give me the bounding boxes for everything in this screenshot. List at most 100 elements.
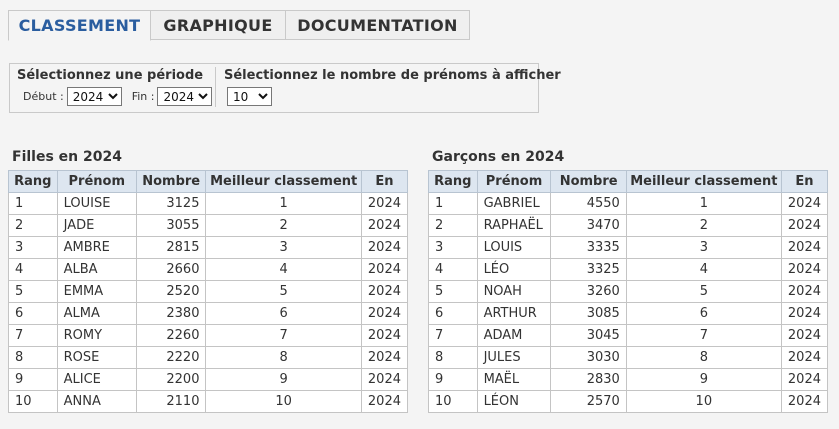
cell-en: 2024	[780, 192, 829, 215]
start-year-select[interactable]: 2024	[66, 87, 122, 106]
cell-meilleur-classement: 7	[625, 324, 782, 347]
cell-prenom: LÉON	[476, 390, 552, 413]
cell-rang: 4	[428, 258, 478, 281]
cell-meilleur-classement: 6	[205, 302, 362, 325]
cell-nombre: 2815	[135, 236, 207, 259]
cell-rang: 4	[8, 258, 58, 281]
cell-nombre: 4550	[550, 192, 627, 215]
table-row: 8 JULES 3030 8 2024	[428, 346, 829, 369]
cell-rang: 2	[8, 214, 58, 237]
end-label: Fin :	[131, 90, 155, 103]
cell-en: 2024	[360, 302, 409, 325]
cell-prenom: RAPHAËL	[476, 214, 552, 237]
boys-table-body: 1 GABRIEL 4550 1 2024 2 RAPHAËL 3470 2 2024 3 LOUIS…	[428, 192, 829, 413]
cell-meilleur-classement: 8	[625, 346, 782, 369]
cell-rang: 6	[8, 302, 58, 325]
cell-meilleur-classement: 4	[205, 258, 362, 281]
table-row: 4 LÉO 3325 4 2024	[428, 258, 829, 281]
cell-meilleur-classement: 5	[625, 280, 782, 303]
cell-nombre: 2520	[135, 280, 207, 303]
table-row: 6 ARTHUR 3085 6 2024	[428, 302, 829, 325]
boys-title: Garçons en 2024	[432, 149, 565, 165]
cell-rang: 6	[428, 302, 478, 325]
cell-prenom: MAËL	[476, 368, 552, 391]
cell-en: 2024	[360, 258, 409, 281]
cell-nombre: 2260	[135, 324, 207, 347]
cell-meilleur-classement: 7	[205, 324, 362, 347]
table-row: 6 ALMA 2380 6 2024	[8, 302, 409, 325]
cell-nombre: 3055	[135, 214, 207, 237]
cell-meilleur-classement: 10	[625, 390, 782, 413]
cell-en: 2024	[780, 236, 829, 259]
cell-meilleur-classement: 2	[205, 214, 362, 237]
cell-rang: 9	[8, 368, 58, 391]
cell-en: 2024	[780, 302, 829, 325]
cell-prenom: ROSE	[56, 346, 137, 369]
cell-meilleur-classement: 1	[205, 192, 362, 215]
cell-prenom: LOUISE	[56, 192, 137, 215]
table-row: 5 NOAH 3260 5 2024	[428, 280, 829, 303]
cell-prenom: NOAH	[476, 280, 552, 303]
tab-graphique[interactable]: GRAPHIQUE	[150, 10, 286, 40]
girls-title: Filles en 2024	[12, 149, 122, 165]
col-prenom[interactable]: Prénom	[56, 170, 137, 193]
table-row: 1 GABRIEL 4550 1 2024	[428, 192, 829, 215]
cell-rang: 5	[8, 280, 58, 303]
cell-meilleur-classement: 3	[205, 236, 362, 259]
cell-prenom: ARTHUR	[476, 302, 552, 325]
cell-meilleur-classement: 9	[205, 368, 362, 391]
cell-nombre: 3045	[550, 324, 627, 347]
col-rang[interactable]: Rang	[428, 170, 478, 193]
table-row: 5 EMMA 2520 5 2024	[8, 280, 409, 303]
cell-en: 2024	[360, 368, 409, 391]
table-row: 7 ADAM 3045 7 2024	[428, 324, 829, 347]
cell-rang: 2	[428, 214, 478, 237]
cell-nombre: 3125	[135, 192, 207, 215]
cell-meilleur-classement: 6	[625, 302, 782, 325]
cell-nombre: 3325	[550, 258, 627, 281]
tab-classement[interactable]: CLASSEMENT	[8, 10, 151, 41]
col-meilleur-classement[interactable]: Meilleur classement	[205, 170, 362, 193]
cell-en: 2024	[780, 214, 829, 237]
cell-en: 2024	[780, 280, 829, 303]
col-rang[interactable]: Rang	[8, 170, 58, 193]
cell-en: 2024	[780, 390, 829, 413]
col-en[interactable]: En	[780, 170, 829, 193]
boys-table: Rang Prénom Nombre Meilleur classement E…	[428, 170, 829, 413]
col-en[interactable]: En	[360, 170, 409, 193]
col-nombre[interactable]: Nombre	[135, 170, 207, 193]
end-year-select[interactable]: 2024	[157, 87, 213, 106]
table-row: 4 ALBA 2660 4 2024	[8, 258, 409, 281]
cell-nombre: 3030	[550, 346, 627, 369]
girls-section: Filles en 2024 Rang Prénom Nombre Meille…	[8, 148, 409, 413]
table-row: 10 LÉON 2570 10 2024	[428, 390, 829, 413]
table-row: 7 ROMY 2260 7 2024	[8, 324, 409, 347]
count-title: Sélectionnez le nombre de prénoms à affi…	[224, 68, 561, 83]
cell-nombre: 2830	[550, 368, 627, 391]
period-filter: Sélectionnez une période Début : 2024 Fi…	[17, 68, 213, 106]
table-header-row: Rang Prénom Nombre Meilleur classement E…	[8, 170, 409, 193]
table-row: 1 LOUISE 3125 1 2024	[8, 192, 409, 215]
cell-nombre: 3470	[550, 214, 627, 237]
cell-meilleur-classement: 9	[625, 368, 782, 391]
col-nombre[interactable]: Nombre	[550, 170, 627, 193]
tab-documentation[interactable]: DOCUMENTATION	[285, 10, 470, 40]
table-row: 10 ANNA 2110 10 2024	[8, 390, 409, 413]
table-row: 3 AMBRE 2815 3 2024	[8, 236, 409, 259]
cell-prenom: ADAM	[476, 324, 552, 347]
cell-en: 2024	[360, 214, 409, 237]
cell-en: 2024	[780, 258, 829, 281]
col-meilleur-classement[interactable]: Meilleur classement	[625, 170, 782, 193]
col-prenom[interactable]: Prénom	[476, 170, 552, 193]
cell-nombre: 2200	[135, 368, 207, 391]
cell-nombre: 2220	[135, 346, 207, 369]
cell-nombre: 2660	[135, 258, 207, 281]
cell-rang: 8	[8, 346, 58, 369]
cell-prenom: ALBA	[56, 258, 137, 281]
count-select[interactable]: 10	[227, 87, 272, 106]
cell-rang: 7	[8, 324, 58, 347]
cell-prenom: GABRIEL	[476, 192, 552, 215]
boys-section: Garçons en 2024 Rang Prénom Nombre Meill…	[428, 148, 829, 413]
table-row: 2 JADE 3055 2 2024	[8, 214, 409, 237]
cell-en: 2024	[360, 324, 409, 347]
